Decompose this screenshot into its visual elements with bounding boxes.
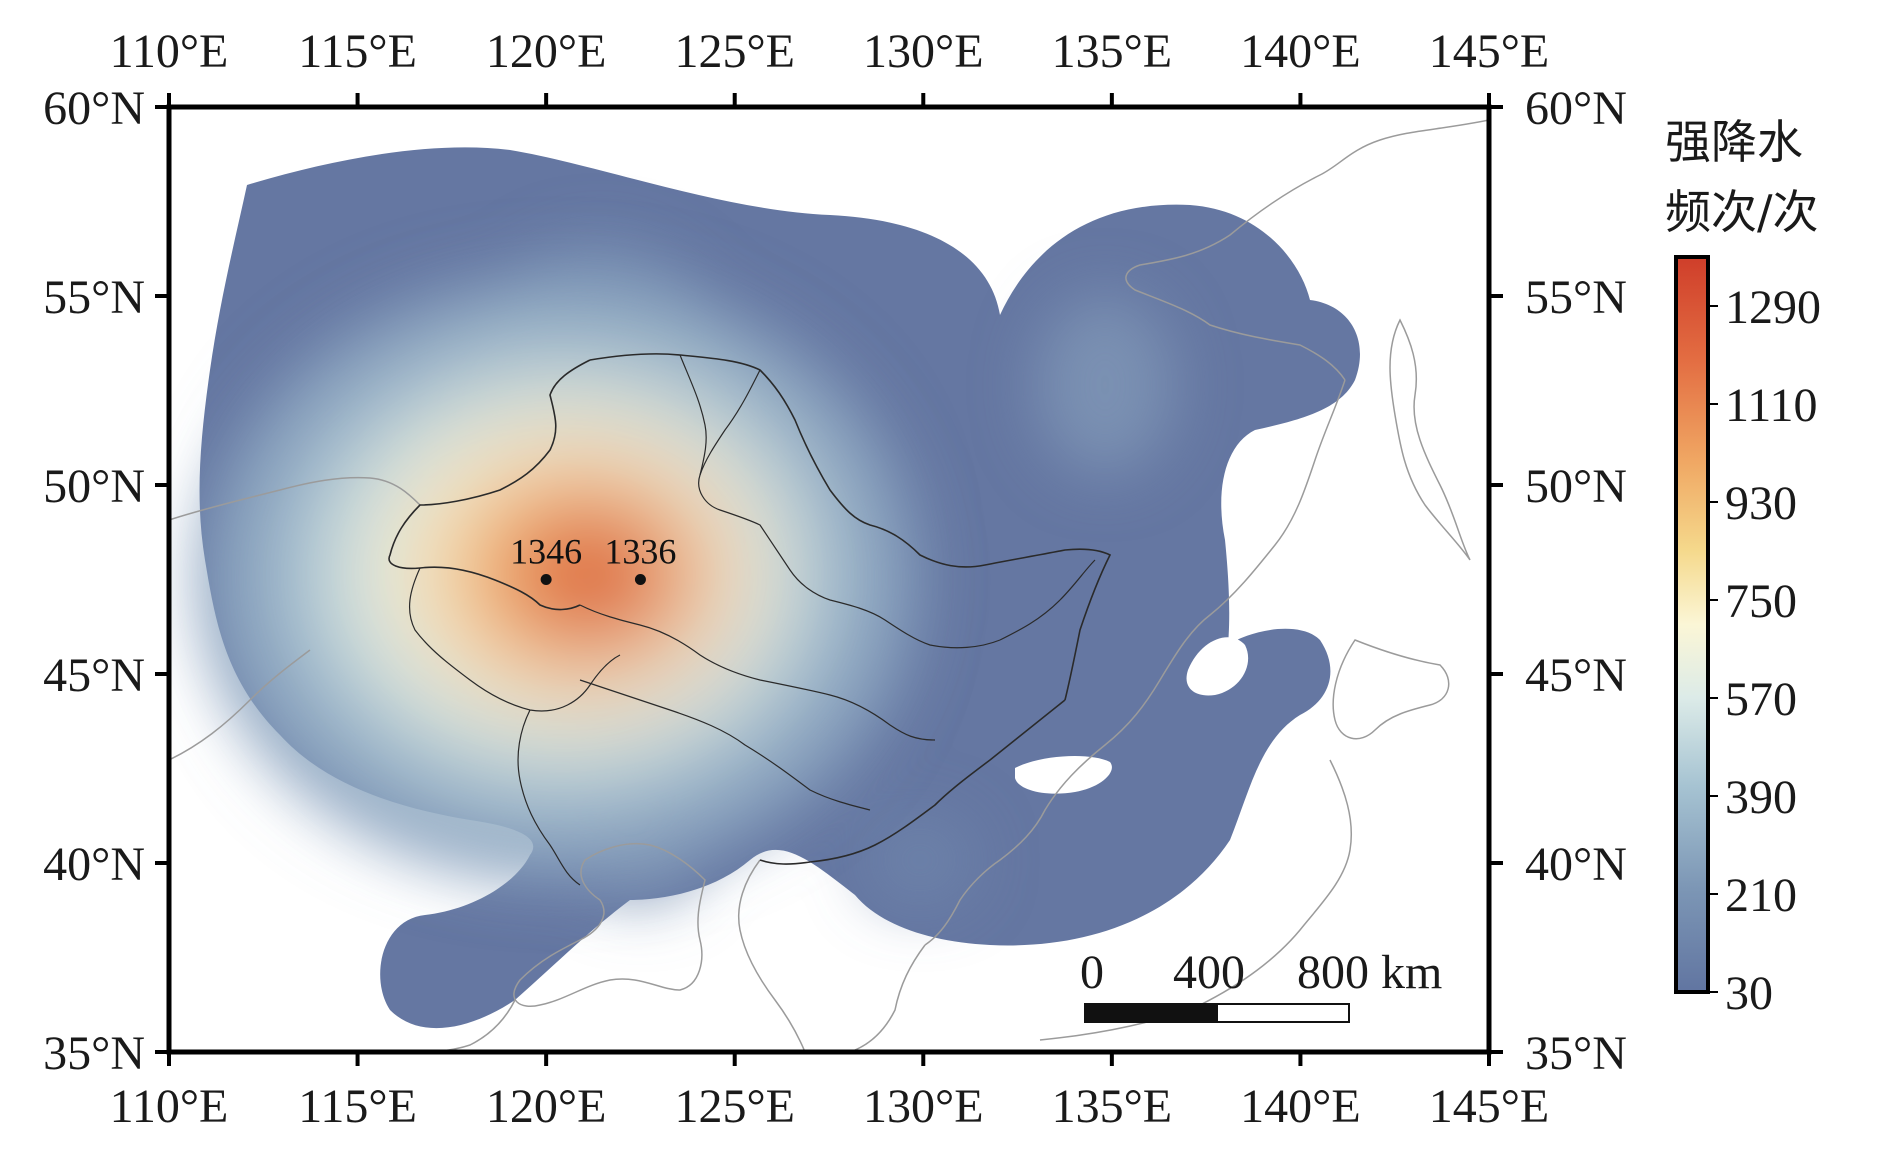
lat-tick-label-right: 35°N	[1525, 1027, 1627, 1080]
lat-tick-label-left: 35°N	[43, 1027, 145, 1080]
latitude-ticks-left: 60°N 55°N 50°N 45°N 40°N 35°N	[43, 82, 169, 1080]
peak-point	[634, 574, 646, 585]
lat-tick-label-left: 60°N	[43, 82, 145, 135]
lon-tick-label-top: 120°E	[486, 25, 607, 78]
longitude-ticks-bottom: 110°E 115°E 120°E 125°E 130°E 135°E 140°E 145°E	[110, 1052, 1550, 1133]
lon-tick-label-top: 110°E	[110, 25, 229, 78]
lon-tick-label-bottom: 145°E	[1429, 1080, 1550, 1133]
lon-tick-label-bottom: 125°E	[674, 1080, 795, 1133]
coastline-sakhalin	[1389, 318, 1471, 561]
province-hulunbuir	[679, 354, 707, 476]
lat-tick-label-right: 60°N	[1525, 82, 1627, 135]
province-hebei-beijing	[517, 709, 581, 886]
province-heilongjiang	[698, 369, 1001, 649]
coastline-russia-east	[1125, 119, 1489, 381]
lon-tick-label-top: 115°E	[298, 25, 417, 78]
border-china-korea	[759, 699, 1066, 865]
border-china-mongolia	[388, 359, 591, 611]
lon-tick-label-top: 140°E	[1240, 25, 1361, 78]
province-jilin	[579, 604, 936, 741]
colorbar-tick-label: 210	[1725, 869, 1797, 922]
colorbar-tick-label: 750	[1725, 575, 1797, 628]
lat-tick-label-right: 50°N	[1525, 460, 1627, 513]
scale-bar-white-segment	[1216, 1003, 1350, 1023]
coastline-honshu	[1039, 759, 1353, 1041]
lon-tick-label-bottom: 115°E	[298, 1080, 417, 1133]
lat-tick-label-right: 55°N	[1525, 271, 1627, 324]
lat-tick-label-left: 55°N	[43, 271, 145, 324]
lon-tick-label-top: 135°E	[1052, 25, 1173, 78]
colorbar-tick-label: 1290	[1725, 281, 1821, 334]
colorbar-tick-label: 570	[1725, 673, 1797, 726]
longitude-ticks-top: 110°E 115°E 120°E 125°E 130°E 135°E 140°E 145°E	[110, 25, 1550, 107]
coastline-korea	[738, 859, 926, 1052]
peak-markers: 1346 1336	[510, 532, 676, 585]
lon-tick-label-bottom: 120°E	[486, 1080, 607, 1133]
lat-tick-label-left: 40°N	[43, 838, 145, 891]
lat-tick-label-right: 40°N	[1525, 838, 1627, 891]
peak-point	[540, 574, 552, 585]
lat-tick-label-right: 45°N	[1525, 649, 1627, 702]
colorbar-tick-label: 1110	[1725, 379, 1817, 432]
colorbar-tick-label: 930	[1725, 477, 1797, 530]
field-hole-south	[1015, 756, 1112, 794]
coastline-bohai	[513, 842, 706, 1007]
lon-tick-label-top: 130°E	[863, 25, 984, 78]
lon-tick-label-bottom: 135°E	[1052, 1080, 1173, 1133]
lon-tick-label-top: 145°E	[1429, 25, 1550, 78]
colorbar-title-line1: 强降水	[1665, 115, 1803, 169]
boundary-west	[169, 476, 421, 761]
field-core	[260, 325, 860, 825]
frequency-field	[199, 147, 1360, 1029]
colorbar: 强降水 频次/次 1290 1110 930 750 570 390 210 30	[1665, 115, 1821, 1020]
latitude-ticks-right: 60°N 55°N 50°N 45°N 40°N 35°N	[1489, 82, 1627, 1080]
lat-tick-label-left: 45°N	[43, 649, 145, 702]
border-china-russia	[589, 353, 1112, 701]
province-liaoning	[579, 679, 871, 811]
map-frame	[166, 104, 1492, 1055]
scale-label-800: 800 km	[1297, 946, 1442, 999]
colorbar-labels: 1290 1110 930 750 570 390 210 30	[1708, 281, 1821, 1020]
coastline-hokkaido	[1332, 639, 1450, 740]
colorbar-tick-label: 30	[1725, 967, 1773, 1020]
scale-label-400: 400	[1173, 946, 1245, 999]
coastline-tatar	[924, 379, 1346, 946]
lon-tick-label-bottom: 130°E	[863, 1080, 984, 1133]
peak-value-label: 1336	[604, 532, 676, 572]
lon-tick-label-bottom: 110°E	[110, 1080, 229, 1133]
scale-bar: 0 400 800 km	[1080, 946, 1442, 1023]
colorbar-title-line2: 频次/次	[1665, 185, 1819, 239]
scale-bar-black-segment	[1084, 1003, 1218, 1023]
lon-tick-label-top: 125°E	[674, 25, 795, 78]
geographic-lines	[169, 119, 1489, 1052]
colorbar-tick-label: 390	[1725, 771, 1797, 824]
field-hole-east	[1186, 637, 1249, 696]
lon-tick-label-bottom: 140°E	[1240, 1080, 1361, 1133]
scale-label-0: 0	[1080, 946, 1104, 999]
lat-tick-label-left: 50°N	[43, 460, 145, 513]
peak-value-label: 1346	[510, 532, 582, 572]
province-east-inner	[999, 559, 1096, 641]
colorbar-gradient	[1674, 255, 1710, 994]
province-neimenggu-hebei	[409, 567, 621, 712]
